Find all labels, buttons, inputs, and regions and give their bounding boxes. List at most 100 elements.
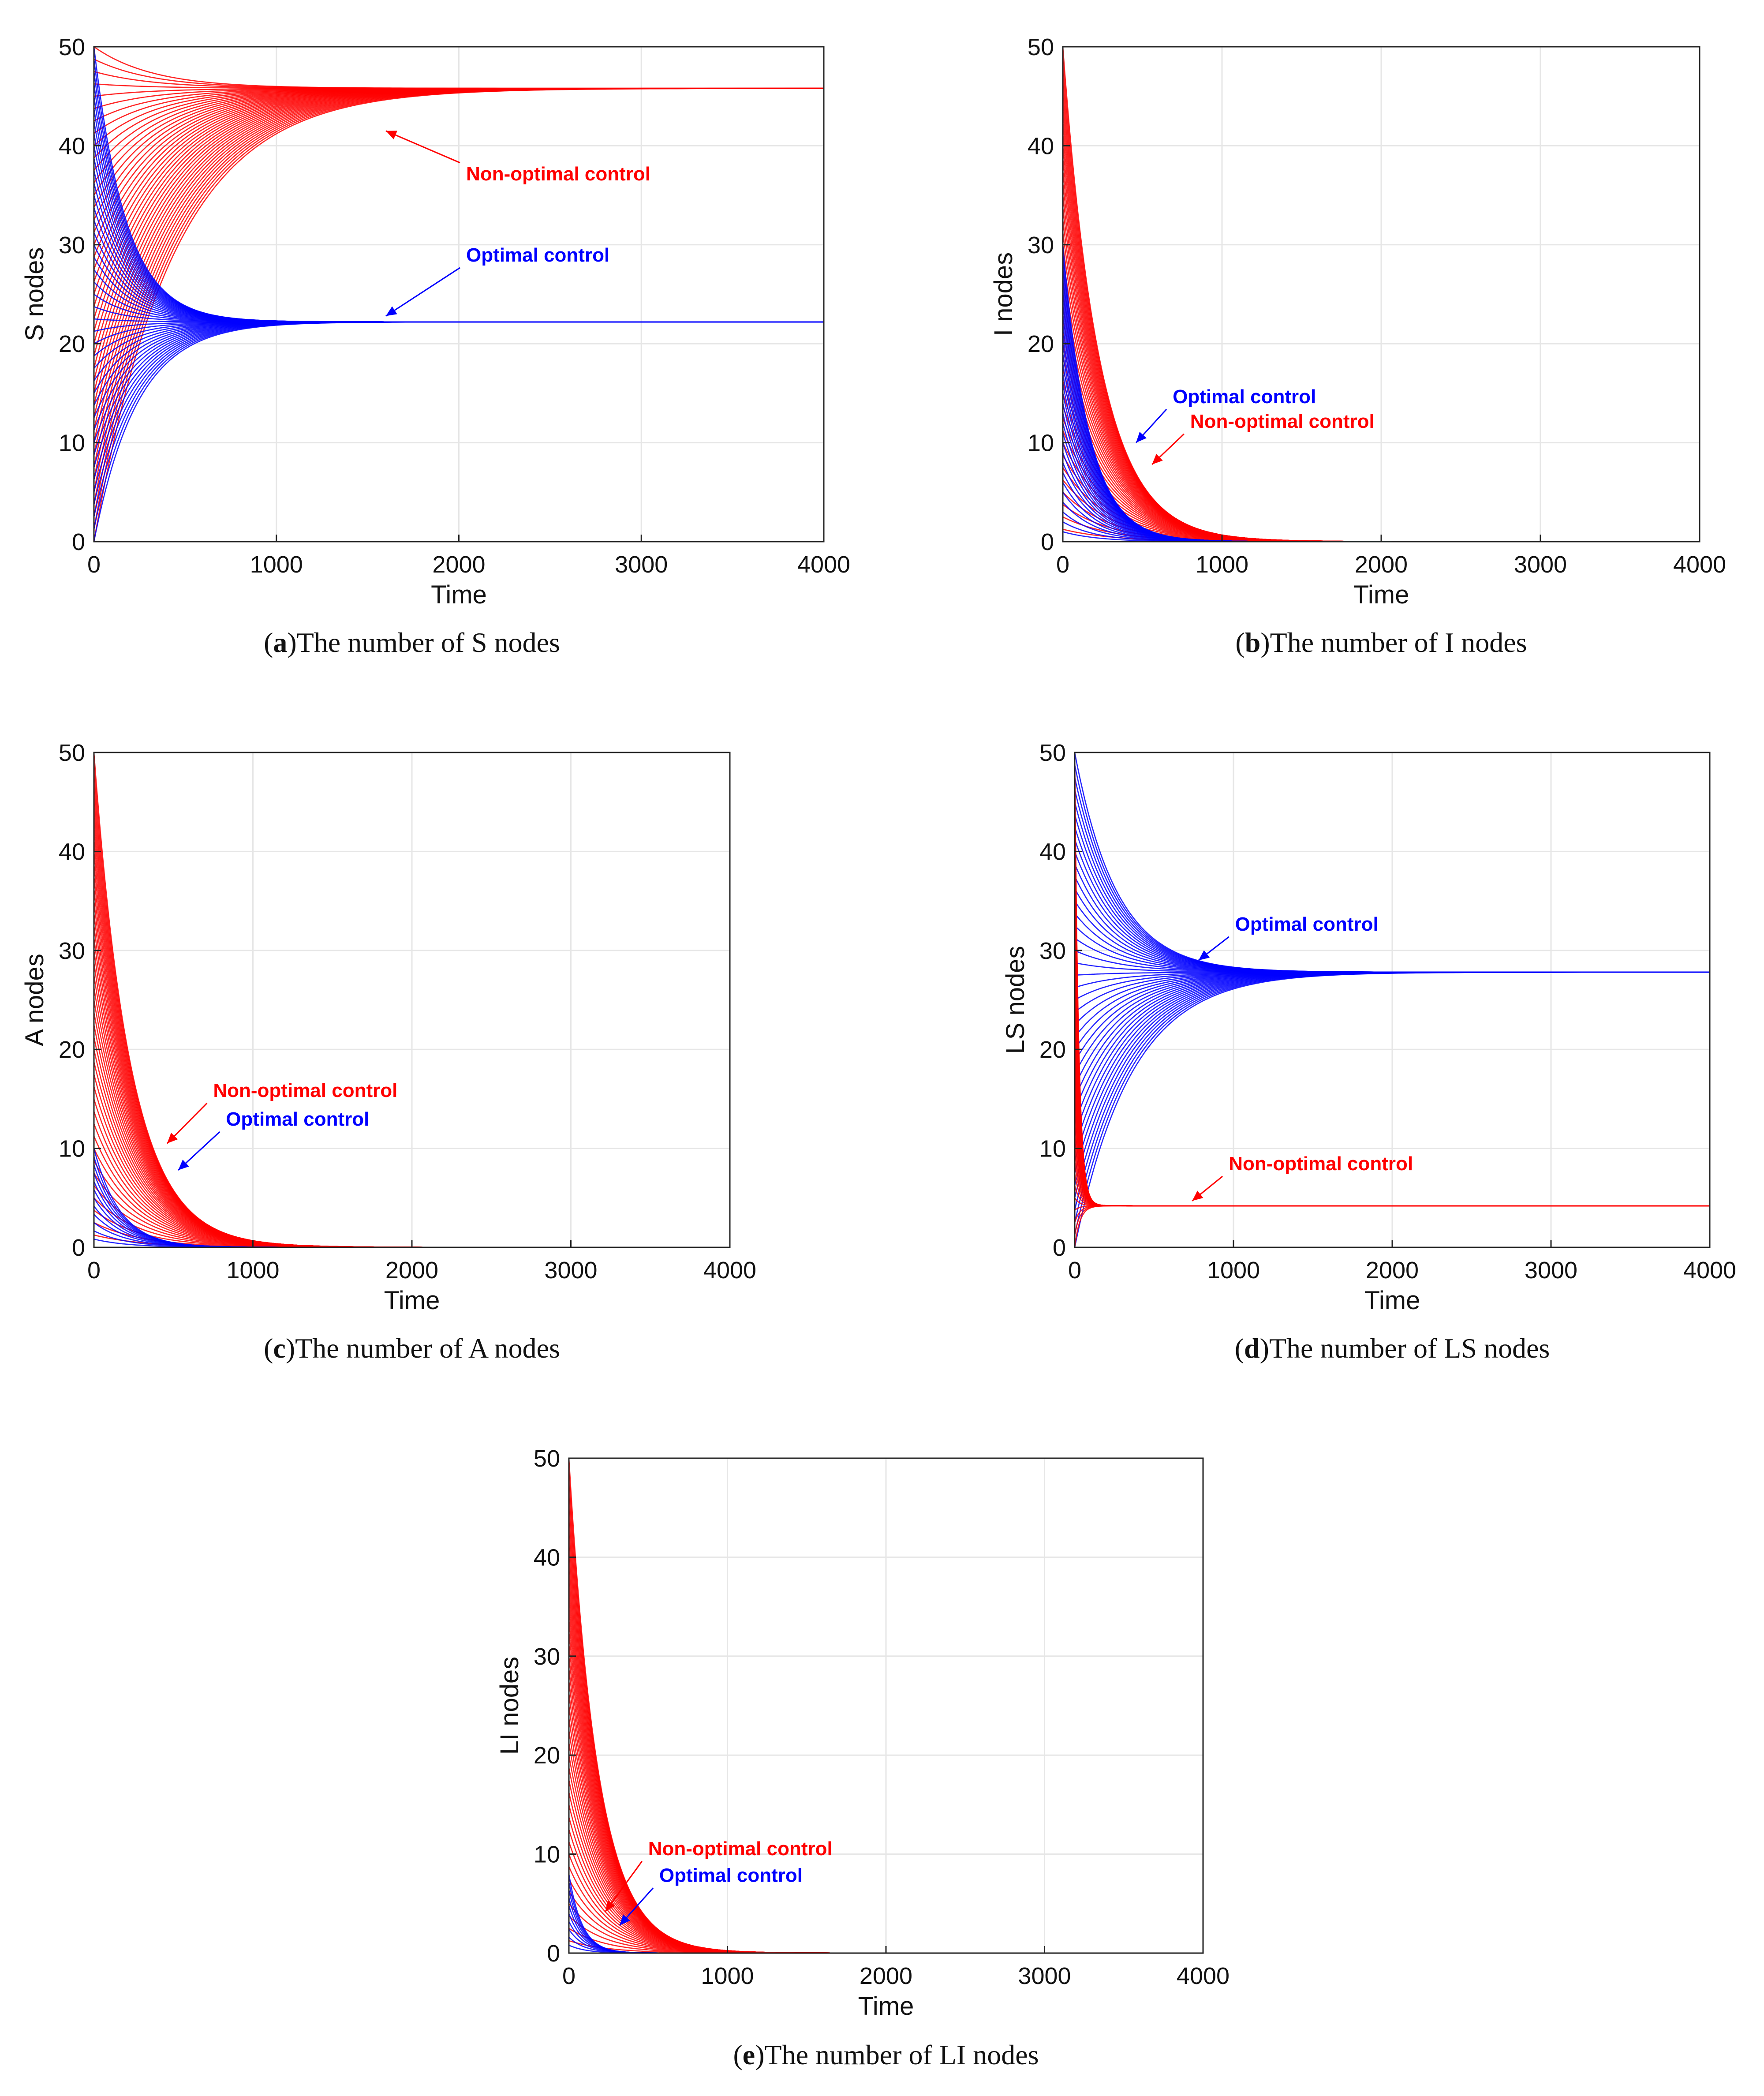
x-tick-label: 2000	[432, 551, 485, 578]
annotation-arrow	[385, 130, 460, 164]
y-tick-label: 10	[59, 430, 85, 457]
x-tick-label: 3000	[544, 1257, 597, 1284]
y-tick-label: 10	[59, 1136, 85, 1162]
x-tick-label: 1000	[1207, 1257, 1260, 1284]
chart-b: 0 1000 2000 3000 4000 0 10 20 30 40 50 Time I nodes O…	[989, 34, 1726, 609]
annotations: Non-optimal control Optimal control	[385, 130, 650, 317]
y-axis-label: S nodes	[20, 247, 49, 341]
y-tick-label: 0	[72, 1235, 85, 1261]
caption-e: (e)The number of LI nodes	[733, 2039, 1039, 2070]
x-tick-label: 4000	[1177, 1963, 1230, 1989]
x-tick-label: 4000	[797, 551, 850, 578]
series-line	[569, 1874, 1203, 1953]
y-tick-label: 40	[59, 838, 85, 865]
y-tick-label: 30	[59, 938, 85, 964]
y-tick-label: 50	[59, 740, 85, 766]
caption-letter-b: b	[1245, 627, 1261, 658]
series-group	[94, 47, 824, 542]
x-axis-label: Time	[1353, 580, 1409, 609]
annotation-arrowhead	[386, 131, 397, 139]
caption-letter-c: c	[273, 1332, 286, 1364]
x-tick-label: 0	[562, 1963, 576, 1989]
x-axis-label: Time	[431, 580, 487, 609]
y-tick-label: 0	[1053, 1235, 1066, 1261]
series-line	[1075, 752, 1710, 973]
x-tick-label: 1000	[1196, 551, 1248, 578]
y-tick-label: 50	[1028, 34, 1054, 60]
series-line	[94, 47, 824, 89]
y-tick-label: 50	[534, 1445, 560, 1472]
annotation-arrow	[385, 267, 460, 317]
series-line	[569, 1937, 1203, 1953]
series-non-optimal-control	[1075, 752, 1710, 1247]
x-tick-label: 3000	[1525, 1257, 1577, 1284]
annotation-label: Optimal control	[659, 1864, 803, 1886]
series-line	[94, 1239, 730, 1247]
annotation-arrowhead	[1152, 453, 1163, 464]
y-tick-label: 0	[1041, 529, 1054, 555]
caption-text-a: The number of S nodes	[296, 627, 560, 658]
y-tick-label: 0	[547, 1940, 560, 1967]
annotations: Optimal control Non-optimal control	[1135, 386, 1375, 465]
y-tick-label: 20	[534, 1742, 560, 1769]
x-tick-label: 0	[1068, 1257, 1081, 1284]
caption-letter-d: d	[1244, 1332, 1260, 1364]
annotations: Optimal control Non-optimal control	[1192, 913, 1413, 1201]
x-tick-label: 4000	[1683, 1257, 1736, 1284]
series-group	[1075, 752, 1710, 1247]
x-tick-label: 2000	[385, 1257, 438, 1284]
x-tick-label: 1000	[250, 551, 303, 578]
annotations: Non-optimal control Optimal control	[605, 1838, 833, 1926]
y-axis-label: LS nodes	[1001, 946, 1030, 1054]
annotation-arrowhead	[178, 1160, 189, 1170]
y-tick-label: 30	[1039, 938, 1066, 964]
x-tick-label: 2000	[1366, 1257, 1419, 1284]
y-axis-label: A nodes	[20, 954, 49, 1046]
caption-letter-e: e	[742, 2039, 755, 2070]
annotation-arrowhead	[167, 1133, 178, 1144]
chart-panel-b: 0 1000 2000 3000 4000 0 10 20 30 40 50 Time I nodes O…	[882, 0, 1764, 666]
caption-a: (a)The number of S nodes	[264, 627, 560, 658]
caption-text-b: The number of I nodes	[1270, 627, 1527, 658]
x-tick-label: 4000	[1673, 551, 1726, 578]
chart-panel-e: 0 1000 2000 3000 4000 0 10 20 30 40 50 Time LI nodes…	[441, 1411, 1323, 2096]
caption-letter-a: a	[273, 627, 288, 658]
x-tick-label: 2000	[1355, 551, 1408, 578]
chart-panel-a: 0 1000 2000 3000 4000 0 10 20 30 40 50 Time S nodes N…	[0, 0, 878, 666]
caption-b: (b)The number of I nodes	[1235, 627, 1527, 658]
caption-text-c: The number of A nodes	[295, 1332, 560, 1364]
series-line	[1075, 752, 1710, 1207]
chart-panel-d: 0 1000 2000 3000 4000 0 10 20 30 40 50 Time LS nodes…	[882, 706, 1764, 1372]
x-tick-label: 4000	[703, 1257, 756, 1284]
y-tick-label: 40	[1039, 838, 1066, 865]
x-tick-label: 1000	[226, 1257, 279, 1284]
series-line	[94, 47, 824, 323]
annotation-label: Non-optimal control	[648, 1838, 833, 1860]
y-tick-label: 50	[59, 34, 85, 60]
x-tick-label: 0	[1056, 551, 1069, 578]
x-axis-label: Time	[1364, 1286, 1420, 1315]
chart-panel-c: 0 1000 2000 3000 4000 0 10 20 30 40 50 Time A nodes N…	[0, 706, 878, 1372]
caption-text-d: The number of LS nodes	[1269, 1332, 1550, 1364]
x-tick-label: 3000	[1514, 551, 1567, 578]
y-tick-label: 20	[59, 331, 85, 357]
annotation-arrowhead	[386, 306, 397, 316]
y-tick-label: 30	[59, 232, 85, 258]
y-tick-label: 30	[534, 1643, 560, 1670]
series-non-optimal-control	[94, 47, 824, 542]
series-optimal-control	[1075, 752, 1710, 1247]
y-tick-label: 30	[1028, 232, 1054, 258]
x-tick-label: 2000	[860, 1963, 912, 1989]
series-optimal-control	[569, 1874, 1203, 1953]
annotation-label: Optimal control	[1173, 386, 1316, 408]
annotation-label: Optimal control	[226, 1108, 369, 1130]
annotations: Non-optimal control Optimal control	[166, 1080, 397, 1171]
annotation-label: Non-optimal control	[1229, 1153, 1413, 1175]
annotation-arrowhead	[605, 1900, 616, 1912]
chart-d: 0 1000 2000 3000 4000 0 10 20 30 40 50 Time LS nodes…	[1001, 740, 1736, 1315]
x-axis-label: Time	[858, 1992, 914, 2021]
series-line	[94, 752, 730, 1247]
x-tick-label: 1000	[701, 1963, 754, 1989]
y-tick-label: 20	[1028, 331, 1054, 357]
annotation-label: Optimal control	[1235, 913, 1379, 935]
